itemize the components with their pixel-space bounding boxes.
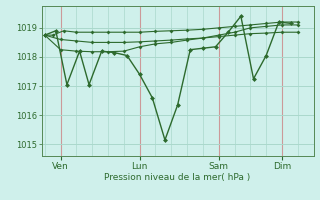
X-axis label: Pression niveau de la mer( hPa ): Pression niveau de la mer( hPa ) xyxy=(104,173,251,182)
